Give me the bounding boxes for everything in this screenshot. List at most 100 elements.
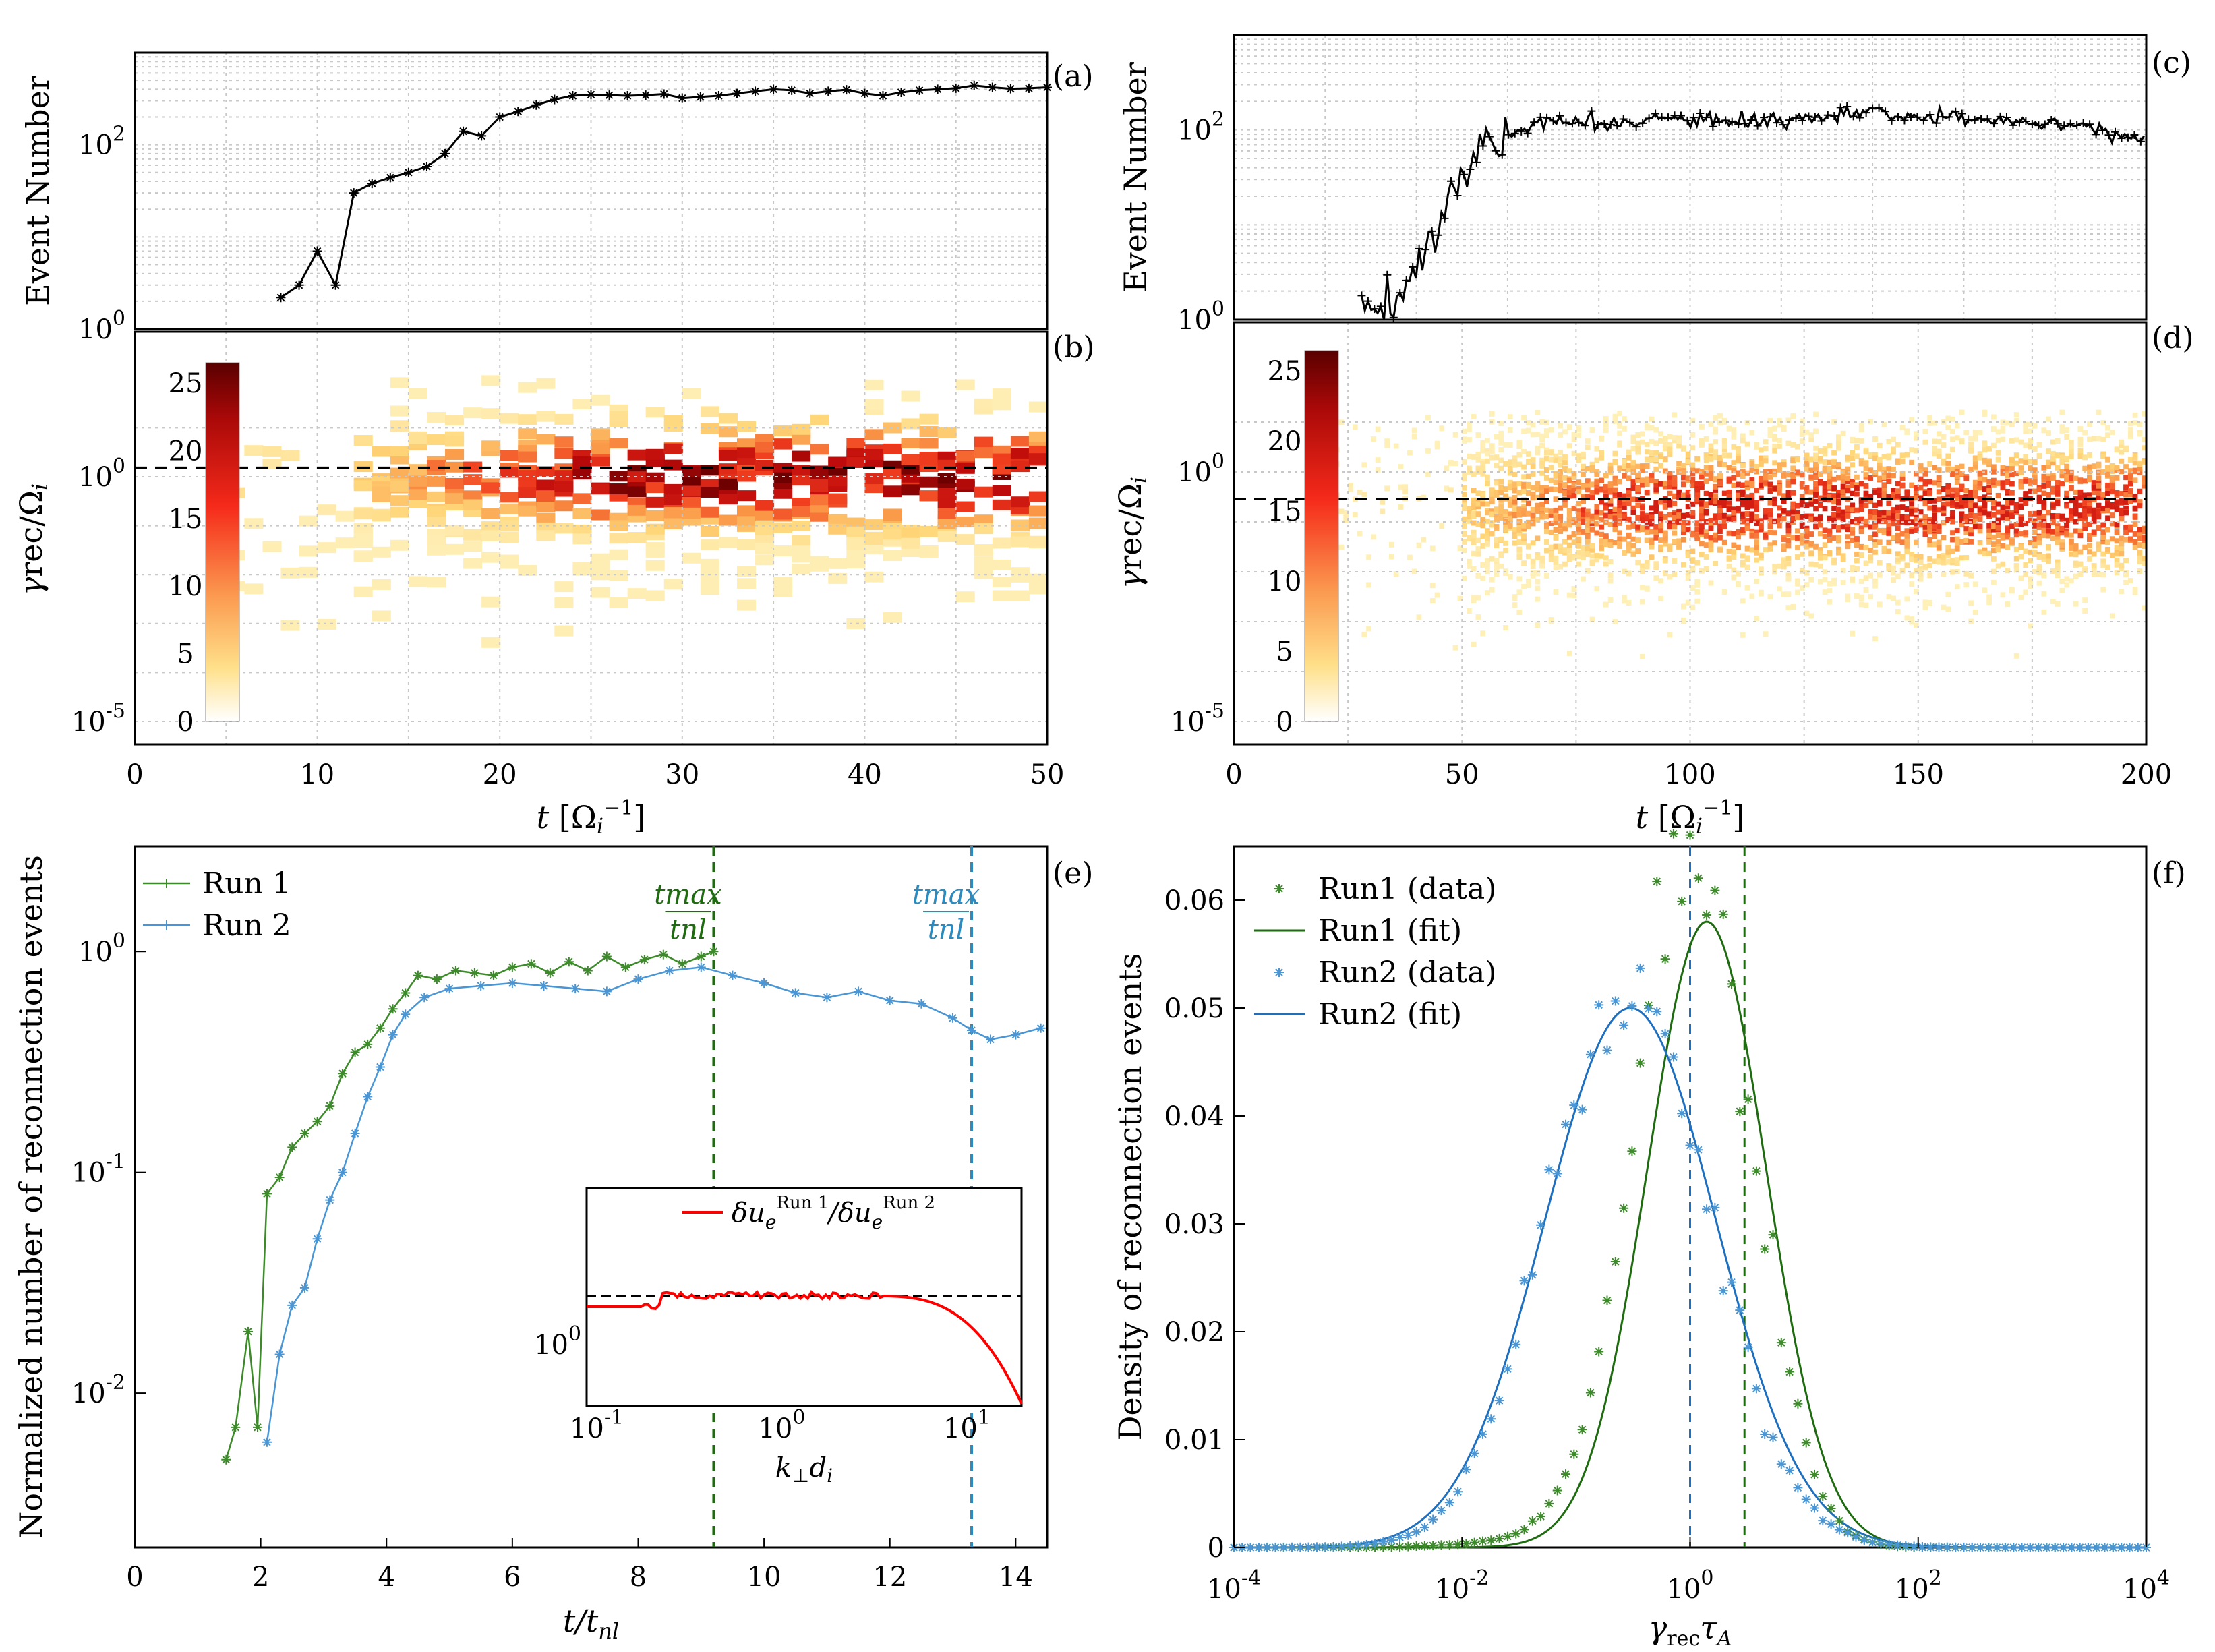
axes-frame bbox=[134, 330, 1049, 746]
heatmap-cell bbox=[1699, 528, 1705, 534]
heatmap-cell bbox=[1626, 449, 1632, 455]
heatmap-cell bbox=[1512, 455, 1518, 461]
heatmap-cell bbox=[1936, 539, 1942, 545]
heatmap-cell bbox=[1954, 487, 1960, 493]
heatmap-cell bbox=[1010, 519, 1030, 531]
heatmap-cell bbox=[2046, 482, 2051, 488]
heatmap-cell bbox=[1680, 445, 1686, 451]
heatmap-cell bbox=[2109, 489, 2115, 495]
x-axis-label: t [Ωi−1] bbox=[537, 796, 646, 839]
run2-data-point bbox=[1685, 1140, 1695, 1150]
heatmap-cell bbox=[1777, 480, 1782, 486]
heatmap-cell bbox=[2005, 544, 2011, 550]
heatmap-cell bbox=[2127, 498, 2133, 504]
heatmap-cell bbox=[2050, 535, 2056, 541]
heatmap-cell bbox=[1630, 438, 1636, 444]
heatmap-cell bbox=[280, 567, 300, 579]
heatmap-cell bbox=[2041, 465, 2047, 471]
heatmap-cell bbox=[1877, 501, 1883, 507]
heatmap-cell bbox=[1795, 528, 1800, 534]
heatmap-cell bbox=[1736, 570, 1741, 577]
data-point bbox=[2117, 134, 2126, 143]
data-point bbox=[769, 84, 779, 94]
heatmap-cell bbox=[1777, 505, 1782, 511]
heatmap-cell bbox=[2009, 539, 2015, 545]
heatmap-cell bbox=[1581, 529, 1586, 535]
heatmap-cell bbox=[1986, 523, 1992, 529]
heatmap-cell bbox=[2082, 478, 2088, 484]
heatmap-cell bbox=[1585, 552, 1591, 558]
data-point bbox=[1574, 118, 1583, 127]
heatmap-cell bbox=[426, 475, 446, 487]
heatmap-cell bbox=[2023, 571, 2029, 577]
run2-data-point bbox=[1594, 1000, 1604, 1010]
heatmap-cell bbox=[1877, 475, 1883, 481]
heatmap-cell bbox=[1881, 514, 1887, 520]
data-point bbox=[363, 1039, 373, 1049]
heatmap-cell bbox=[1558, 432, 1564, 438]
heatmap-cell bbox=[1658, 511, 1663, 517]
heatmap-cell bbox=[1626, 599, 1632, 606]
heatmap-cell bbox=[2100, 506, 2106, 512]
heatmap-cell bbox=[481, 530, 501, 541]
heatmap-cell bbox=[2050, 450, 2056, 456]
heatmap-cell bbox=[736, 471, 757, 482]
heatmap-cell bbox=[2096, 488, 2102, 494]
heatmap-cell bbox=[700, 558, 719, 570]
heatmap-cell bbox=[1653, 450, 1659, 456]
data-point bbox=[385, 173, 395, 183]
heatmap-cell bbox=[1877, 513, 1883, 519]
run2-data-point bbox=[1270, 1542, 1280, 1552]
heatmap-cell bbox=[1361, 491, 1367, 497]
heatmap-cell bbox=[1462, 499, 1468, 505]
heatmap-cell bbox=[2041, 427, 2047, 434]
heatmap-cell bbox=[1703, 478, 1709, 484]
heatmap-cell bbox=[1384, 438, 1390, 444]
heatmap-cell bbox=[1785, 525, 1792, 531]
heatmap-cell bbox=[2009, 421, 2015, 427]
data-point bbox=[633, 974, 643, 984]
heatmap-cell bbox=[1913, 507, 1919, 513]
ytick-label: 0 bbox=[1208, 1533, 1224, 1564]
heatmap-cell bbox=[2000, 511, 2006, 517]
data-point bbox=[1498, 150, 1506, 159]
heatmap-cell bbox=[1348, 483, 1353, 489]
data-point bbox=[550, 94, 560, 105]
heatmap-cell bbox=[1754, 464, 1759, 470]
heatmap-cell bbox=[864, 399, 884, 410]
heatmap-cell bbox=[1799, 418, 1805, 424]
heatmap-cell bbox=[445, 477, 465, 489]
heatmap-cell bbox=[1872, 514, 1878, 521]
heatmap-cell bbox=[1553, 519, 1559, 525]
heatmap-cell bbox=[645, 560, 665, 571]
heatmap-cell bbox=[2073, 601, 2079, 607]
data-point bbox=[350, 1047, 360, 1057]
heatmap-cell bbox=[1895, 513, 1901, 519]
heatmap-cell bbox=[1941, 555, 1947, 561]
heatmap-cell bbox=[1959, 499, 1965, 505]
heatmap-cell bbox=[2132, 513, 2138, 519]
heatmap-cell bbox=[718, 494, 738, 505]
heatmap-cell bbox=[1835, 546, 1841, 552]
data-point bbox=[1396, 289, 1405, 297]
heatmap-cell bbox=[1922, 467, 1928, 473]
colorbar-tick-label: 15 bbox=[169, 504, 203, 535]
heatmap-cell bbox=[974, 523, 993, 535]
heatmap-cell bbox=[2068, 539, 2074, 545]
heatmap-cell bbox=[810, 560, 829, 572]
heatmap-cell bbox=[1672, 520, 1678, 526]
run1-data-point bbox=[1660, 954, 1670, 964]
heatmap-cell bbox=[1872, 502, 1878, 508]
heatmap-cell bbox=[1781, 498, 1787, 504]
heatmap-cell bbox=[645, 546, 665, 558]
heatmap-cell bbox=[1772, 448, 1778, 454]
heatmap-cell bbox=[1785, 537, 1792, 543]
data-point bbox=[476, 980, 486, 991]
heatmap-cell bbox=[1845, 454, 1851, 461]
heatmap-cell bbox=[2142, 543, 2147, 549]
heatmap-cell bbox=[1521, 533, 1527, 539]
heatmap-cell bbox=[1922, 471, 1928, 477]
data-point bbox=[2098, 126, 2107, 135]
heatmap-cell bbox=[1968, 448, 1974, 454]
